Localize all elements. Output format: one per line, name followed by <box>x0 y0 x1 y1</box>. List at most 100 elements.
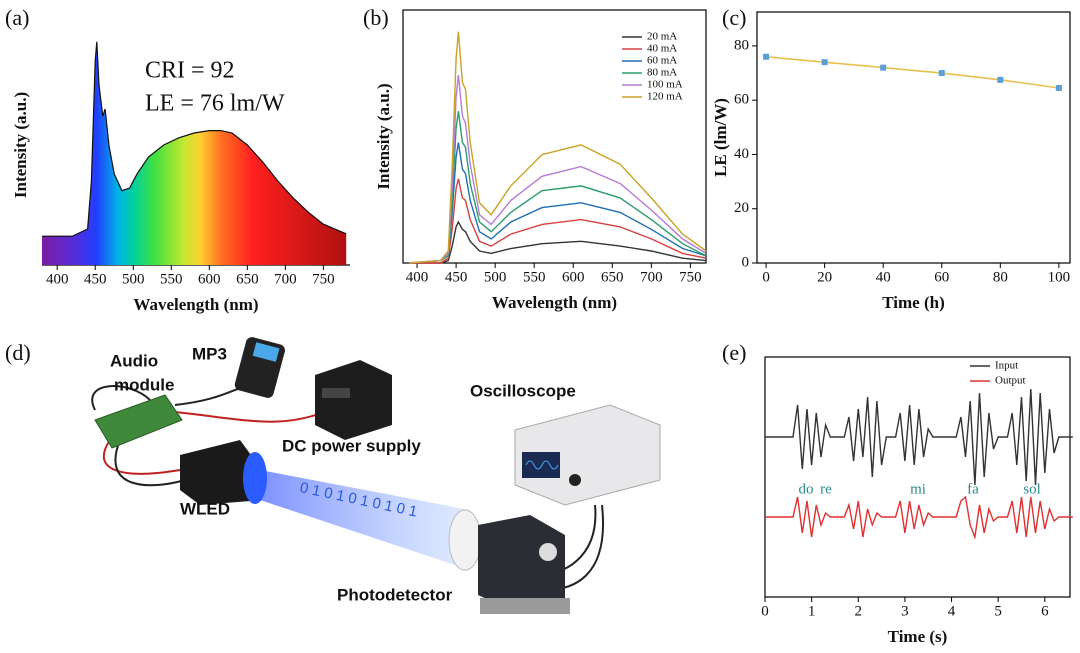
x-tick-label: 750 <box>312 271 335 287</box>
label: DC power supply <box>282 436 421 455</box>
marker <box>763 53 770 60</box>
legend-label: 40 mA <box>647 43 677 55</box>
power-supply <box>315 360 392 440</box>
annotation: re <box>820 481 832 497</box>
x-tick-label: 550 <box>160 271 183 287</box>
x-tick-label: 600 <box>198 271 221 287</box>
series-line <box>766 56 1060 89</box>
series-line <box>409 75 707 264</box>
x-tick-label: 650 <box>236 271 259 287</box>
annotation: fa <box>967 481 979 497</box>
detector-port <box>539 543 557 561</box>
scope-wave <box>525 460 559 470</box>
x-tick-label: 500 <box>122 271 145 287</box>
spectrum-fill <box>42 41 347 265</box>
legend-label: Output <box>995 375 1026 387</box>
x-axis-label: Time (s) <box>888 627 948 646</box>
x-axis-label: Wavelength (nm) <box>133 295 258 314</box>
series-line <box>765 388 1073 486</box>
x-tick-label: 0 <box>762 269 770 285</box>
wled-glow <box>243 452 267 504</box>
series-line <box>409 178 707 264</box>
diagram: (d) 0101010101 Audio module MP3 DC power… <box>5 337 661 614</box>
x-axis-label: Time (h) <box>882 293 945 312</box>
annotation: CRI = 92 <box>145 58 235 84</box>
oscilloscope <box>514 404 661 506</box>
x-tick-label: 60 <box>934 269 949 285</box>
label: module <box>114 375 174 394</box>
y-axis-label: Intensity (a.u.) <box>374 83 393 189</box>
panel-label: (a) <box>5 5 29 30</box>
y-axis-label: LE (lm/W) <box>711 98 730 177</box>
y-tick-label: 40 <box>734 146 749 162</box>
x-axis-label: Wavelength (nm) <box>492 293 617 312</box>
x-tick-label: 450 <box>445 269 468 285</box>
legend-label: 60 mA <box>647 55 677 67</box>
y-tick-label: 80 <box>734 37 749 53</box>
x-tick-label: 20 <box>817 269 832 285</box>
panel-label: (e) <box>722 340 746 365</box>
x-tick-label: 400 <box>46 271 69 287</box>
series-line <box>765 495 1073 540</box>
legend-label: 80 mA <box>647 67 677 79</box>
x-tick-label: 5 <box>994 603 1002 619</box>
scope-screen <box>522 452 560 478</box>
audio-board <box>94 394 183 449</box>
y-tick-label: 0 <box>742 254 750 270</box>
x-tick-label: 500 <box>484 269 507 285</box>
annotation: do <box>799 481 814 497</box>
label: Photodetector <box>337 585 453 604</box>
label: WLED <box>180 499 230 518</box>
wire <box>174 409 331 423</box>
series-line <box>409 31 707 264</box>
y-axis-label: Intensity (a.u.) <box>11 92 30 198</box>
power-display <box>322 388 350 398</box>
x-tick-label: 750 <box>679 269 702 285</box>
x-tick-label: 1 <box>808 603 816 619</box>
detector-base <box>480 598 570 614</box>
annotation: LE = 76 lm/W <box>145 91 285 117</box>
wire <box>114 439 186 487</box>
x-tick-label: 80 <box>993 269 1008 285</box>
x-tick-label: 700 <box>640 269 663 285</box>
annotation: mi <box>910 481 926 497</box>
x-tick-label: 400 <box>406 269 429 285</box>
x-tick-label: 600 <box>562 269 585 285</box>
marker <box>1055 84 1062 91</box>
marker <box>997 76 1004 83</box>
mp3-screen <box>252 342 280 362</box>
x-tick-label: 650 <box>601 269 624 285</box>
panel-label: (c) <box>722 5 746 30</box>
x-tick-label: 450 <box>84 271 107 287</box>
x-tick-label: 6 <box>1041 603 1049 619</box>
plot-frame <box>764 356 1071 598</box>
detector-lens <box>448 509 482 571</box>
panel-label: (b) <box>363 5 389 30</box>
wire <box>103 439 181 475</box>
label: Oscilloscope <box>470 381 576 400</box>
marker <box>821 59 828 66</box>
x-tick-label: 100 <box>1048 269 1071 285</box>
x-tick-label: 4 <box>948 603 956 619</box>
legend-label: 120 mA <box>647 91 683 103</box>
legend-label: Input <box>995 360 1018 372</box>
x-tick-label: 550 <box>523 269 546 285</box>
marker <box>938 70 945 77</box>
x-tick-label: 40 <box>876 269 891 285</box>
x-tick-label: 0 <box>761 603 769 619</box>
legend-label: 20 mA <box>647 31 677 43</box>
wled <box>180 440 262 505</box>
x-tick-label: 700 <box>274 271 297 287</box>
light-beam <box>260 470 470 570</box>
marker <box>880 64 887 71</box>
series-line <box>409 111 707 264</box>
y-tick-label: 20 <box>734 200 749 216</box>
y-tick-label: 60 <box>734 92 749 108</box>
x-tick-label: 2 <box>855 603 863 619</box>
annotation: sol <box>1023 481 1041 497</box>
scope-knob <box>569 474 581 486</box>
x-tick-label: 3 <box>901 603 909 619</box>
plot-frame <box>756 11 1071 264</box>
plot-frame <box>402 9 707 264</box>
